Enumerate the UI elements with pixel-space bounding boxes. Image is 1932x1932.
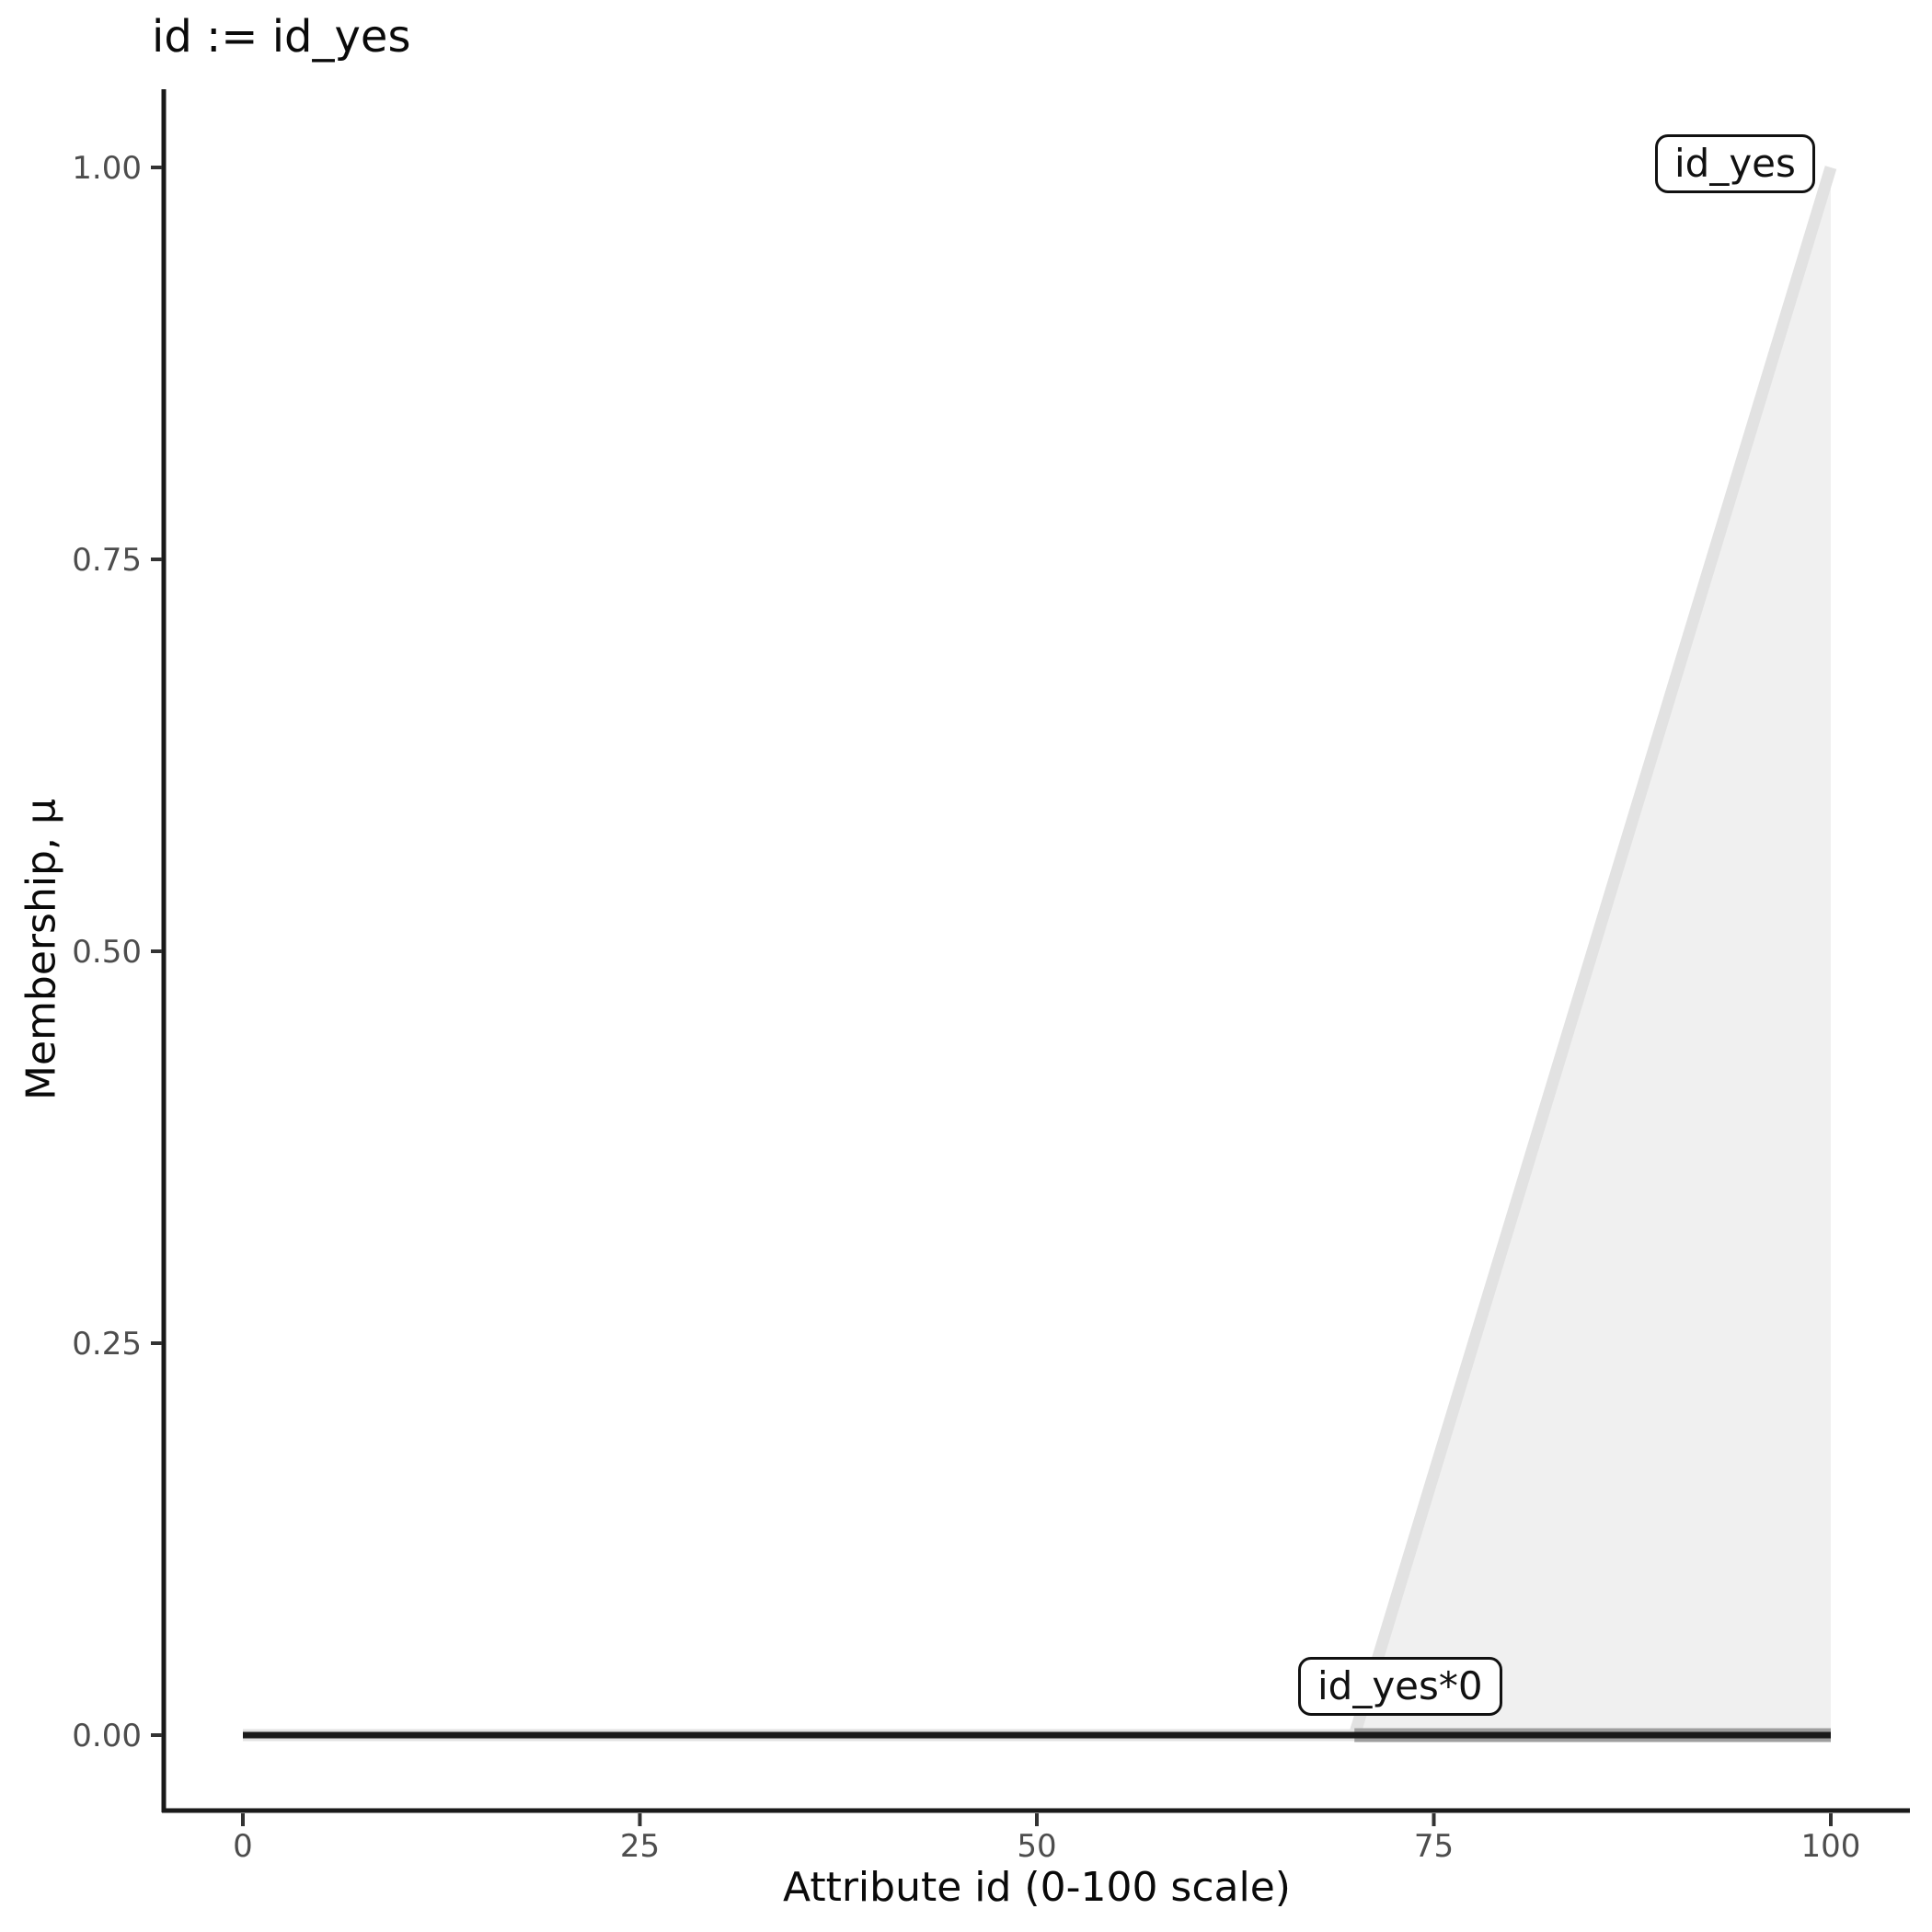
page-title: id := id_yes [152,11,411,63]
x-tick-label: 50 [1017,1828,1056,1865]
x-tick-label: 75 [1414,1828,1454,1865]
series-label-id_yes: id_yes [1655,134,1815,194]
y-tick-label: 0.50 [72,934,142,971]
x-tick-label: 100 [1801,1828,1861,1865]
y-axis-title: Membership, μ [17,799,65,1100]
x-tick-label: 25 [620,1828,660,1865]
x-axis-title: Attribute id (0-100 scale) [783,1864,1291,1911]
series-label-id_yes-times-0: id_yes*0 [1298,1657,1502,1717]
x-tick-label: 0 [233,1828,253,1865]
y-tick-label: 0.75 [72,542,142,579]
y-tick-label: 1.00 [72,150,142,187]
y-tick-label: 0.25 [72,1326,142,1363]
y-tick-label: 0.00 [72,1718,142,1754]
